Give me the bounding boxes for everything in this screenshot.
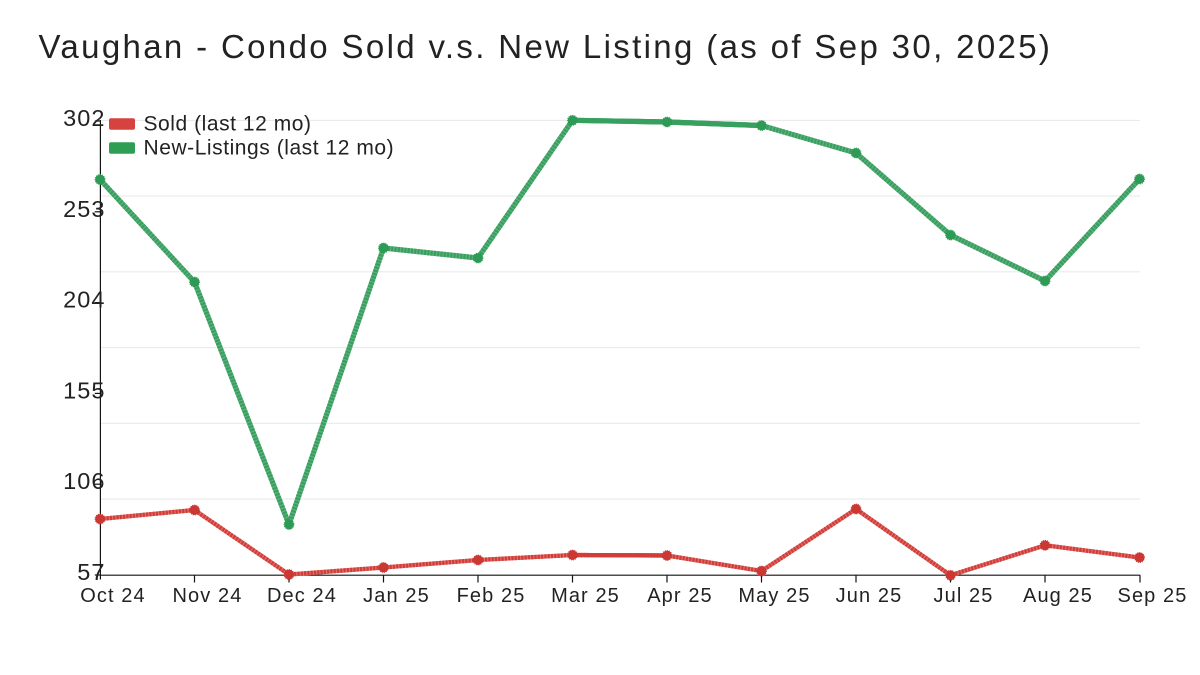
svg-text:Aug 25: Aug 25	[1023, 585, 1093, 607]
svg-text:253: 253	[63, 196, 106, 222]
svg-text:Feb 25: Feb 25	[457, 585, 526, 607]
svg-text:New-Listings (last 12 mo): New-Listings (last 12 mo)	[144, 136, 395, 159]
svg-text:Jul 25: Jul 25	[934, 585, 994, 607]
svg-text:204: 204	[63, 287, 106, 313]
svg-text:155: 155	[63, 377, 106, 403]
svg-text:Jan 25: Jan 25	[363, 585, 430, 607]
svg-text:Sep 25: Sep 25	[1118, 585, 1188, 607]
svg-text:Dec 24: Dec 24	[267, 585, 337, 607]
svg-text:302: 302	[63, 105, 106, 131]
svg-text:Jun 25: Jun 25	[836, 585, 903, 607]
svg-text:Oct 24: Oct 24	[80, 585, 146, 607]
svg-text:Mar 25: Mar 25	[551, 585, 620, 607]
svg-text:Sold (last 12 mo): Sold (last 12 mo)	[144, 112, 312, 135]
svg-text:May 25: May 25	[738, 585, 810, 607]
svg-text:106: 106	[63, 468, 106, 494]
svg-text:Vaughan - Condo Sold v.s. New: Vaughan - Condo Sold v.s. New Listing (a…	[39, 28, 1053, 65]
svg-text:Nov 24: Nov 24	[173, 585, 243, 607]
svg-text:Apr 25: Apr 25	[647, 585, 713, 607]
svg-text:57: 57	[77, 559, 105, 585]
